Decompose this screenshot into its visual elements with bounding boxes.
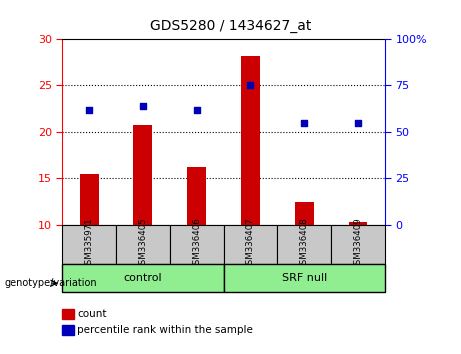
Bar <box>62 325 74 335</box>
Bar <box>349 222 367 225</box>
Text: GSM336406: GSM336406 <box>192 217 201 270</box>
Text: GSM336409: GSM336409 <box>354 217 362 270</box>
Bar <box>295 201 313 225</box>
Text: GSM335971: GSM335971 <box>85 217 94 270</box>
Bar <box>62 309 74 319</box>
Text: GSM336405: GSM336405 <box>138 217 148 270</box>
Point <box>85 107 93 112</box>
Bar <box>134 125 152 225</box>
Bar <box>187 167 206 225</box>
Bar <box>224 264 385 292</box>
Text: GSM336407: GSM336407 <box>246 217 255 270</box>
Point <box>139 103 147 109</box>
Bar <box>278 225 331 264</box>
Bar <box>62 225 116 264</box>
Bar <box>170 225 224 264</box>
Point <box>301 120 308 125</box>
Point <box>247 82 254 88</box>
Text: genotype/variation: genotype/variation <box>5 278 97 288</box>
Text: GSM336408: GSM336408 <box>300 217 309 270</box>
Text: SRF null: SRF null <box>282 273 327 283</box>
Bar <box>62 264 224 292</box>
Bar <box>80 174 99 225</box>
Bar <box>331 225 385 264</box>
Text: percentile rank within the sample: percentile rank within the sample <box>77 325 254 335</box>
Text: GDS5280 / 1434627_at: GDS5280 / 1434627_at <box>150 19 311 34</box>
Text: control: control <box>124 273 162 283</box>
Point <box>355 120 362 125</box>
Point <box>193 107 201 112</box>
Text: count: count <box>77 309 107 319</box>
Bar <box>241 56 260 225</box>
Bar <box>116 225 170 264</box>
Bar <box>224 225 278 264</box>
